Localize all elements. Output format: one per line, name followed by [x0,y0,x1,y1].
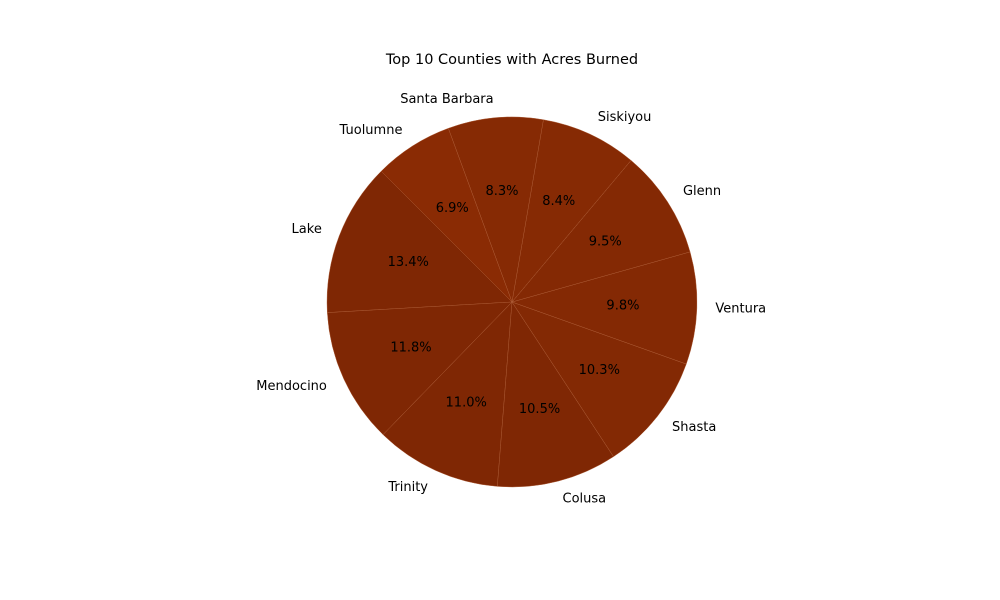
slice-label-trinity: Trinity [387,480,428,495]
chart-title: Top 10 Counties with Acres Burned [385,52,638,68]
slice-label-mendocino: Mendocino [256,379,327,394]
slice-label-shasta: Shasta [672,420,716,435]
pie-slice-shasta [511,301,687,457]
pie-slice-ventura [511,251,698,365]
slice-percent-shasta: 10.3% [579,363,620,378]
pie-slices [326,116,698,488]
slice-label-tuolumne: Tuolumne [339,123,403,138]
slice-label-glenn: Glenn [683,184,721,199]
pie-labels: Lake 13.4% Mendocino 11.8% Trinity 11.0% Colus… [256,92,766,507]
pie-slice-mendocino [327,301,513,435]
slice-percent-ventura: 9.8% [606,298,639,313]
pie-slice-colusa [497,301,614,488]
pie-slice-glenn [511,160,691,303]
pie-slice-santa-barbara [448,116,544,303]
slice-label-ventura: Ventura [715,301,766,316]
slice-label-lake: Lake [292,222,322,237]
pie-slice-tuolumne [380,128,513,303]
slice-percent-lake: 13.4% [388,255,429,270]
pie-slice-trinity [382,301,513,487]
slice-percent-tuolumne: 6.9% [436,201,469,216]
slice-label-colusa: Colusa [563,492,607,507]
slice-percent-colusa: 10.5% [519,402,560,417]
slice-percent-siskiyou: 8.4% [542,194,575,209]
slice-label-santa-barbara: Santa Barbara [400,92,493,107]
pie-slice-siskiyou [511,119,632,303]
slice-label-siskiyou: Siskiyou [598,110,652,125]
pie-slice-lake [326,170,513,313]
slice-percent-santa-barbara: 8.3% [485,184,518,199]
slice-percent-glenn: 9.5% [589,234,622,249]
slice-percent-mendocino: 11.8% [390,341,431,356]
slice-percent-trinity: 11.0% [446,396,487,411]
